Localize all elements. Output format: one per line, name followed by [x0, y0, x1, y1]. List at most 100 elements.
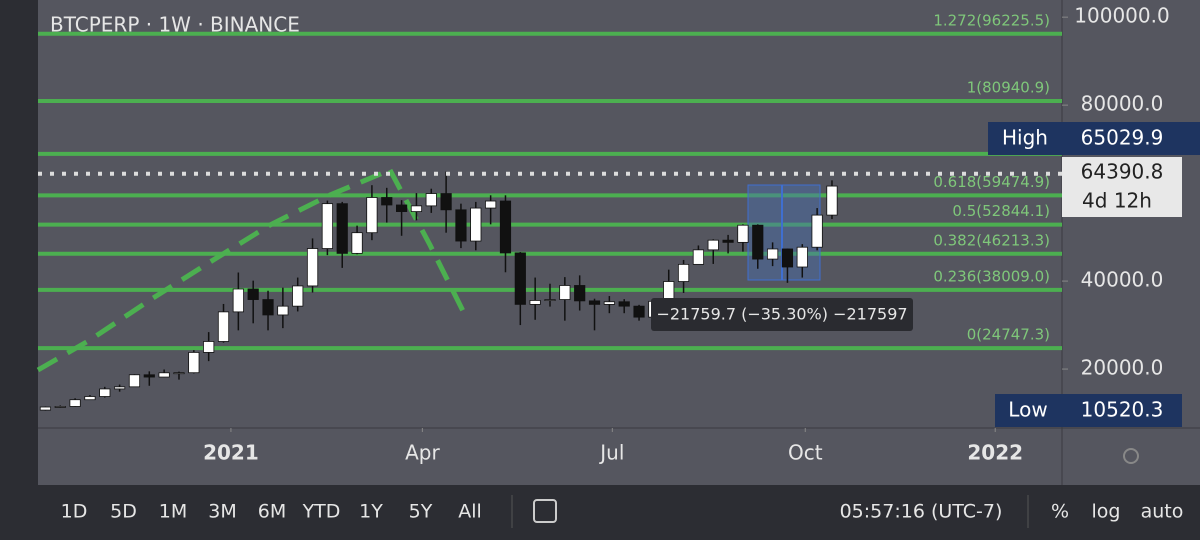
candle-body	[84, 396, 96, 401]
candle-body	[440, 193, 452, 211]
current-price-box	[1062, 157, 1182, 217]
candle-body	[306, 248, 319, 287]
candle-body	[203, 341, 215, 353]
annotation: −21759.7 (−35.30%) −217597	[656, 305, 907, 324]
candle-body	[39, 406, 52, 411]
range-button[interactable]: 3M	[208, 501, 236, 523]
current-price: 64390.8	[1081, 160, 1164, 184]
x-tick-label: Jul	[598, 441, 624, 465]
candle-body	[188, 352, 200, 374]
range-button[interactable]: 5Y	[409, 501, 433, 523]
fib-label: 0.382(46213.3)	[933, 231, 1050, 249]
candle-body	[381, 197, 393, 206]
candle-body	[752, 224, 764, 260]
candle-body	[455, 209, 467, 242]
trend-drawing	[387, 168, 468, 317]
candle-body	[499, 200, 512, 254]
range-button[interactable]: 1Y	[359, 501, 383, 523]
x-tick-label: 2022	[967, 441, 1023, 465]
trend-drawing	[36, 167, 391, 373]
high-label: High	[1002, 126, 1048, 150]
candle-body	[796, 246, 808, 268]
y-tick-label: 100000.0	[1074, 4, 1169, 28]
candle-body	[143, 374, 155, 378]
range-button[interactable]: 6M	[258, 501, 286, 523]
tooltip-box	[651, 298, 913, 331]
candle-body	[722, 239, 734, 243]
candle-body	[826, 185, 838, 216]
clock: 05:57:16 (UTC-7)	[840, 501, 1003, 523]
toolbar	[0, 485, 1200, 540]
candle-body	[529, 300, 541, 305]
candle-body	[692, 249, 705, 265]
fib-label: 0.618(59474.9)	[933, 173, 1050, 191]
candle-body	[262, 299, 274, 316]
high-label-box	[988, 122, 1062, 155]
candle-body	[69, 399, 81, 407]
date-range-icon[interactable]	[533, 499, 557, 523]
low-label-box	[995, 394, 1062, 427]
candle-body	[485, 200, 497, 209]
candle-body	[158, 372, 170, 378]
candle-body	[767, 248, 779, 260]
toolbar-group: 1D 5D 1M 3M 6M YTD 1Y 5Y All	[61, 501, 482, 523]
candle-body	[54, 406, 66, 408]
candle-body	[781, 248, 794, 268]
countdown: 4d 12h	[1082, 189, 1152, 213]
candle-body	[321, 203, 333, 249]
candle-body	[737, 224, 749, 243]
y-tick-label: 40000.0	[1081, 268, 1164, 292]
candle-body	[277, 305, 289, 316]
auto-toggle[interactable]: auto	[1141, 501, 1184, 523]
range-button[interactable]: YTD	[302, 501, 341, 523]
range-button[interactable]: 1M	[159, 501, 187, 523]
x-tick-label: 2021	[203, 441, 259, 465]
x-tick-label: Oct	[788, 441, 823, 465]
candle-body	[366, 197, 378, 234]
candle-body	[232, 288, 244, 313]
y-tick-label: 20000.0	[1081, 356, 1164, 380]
low-label: Low	[1008, 398, 1047, 422]
candles	[39, 171, 838, 411]
candle-body	[217, 311, 230, 342]
settings-icon[interactable]	[1123, 448, 1139, 464]
y-tick-label: 80000.0	[1081, 92, 1164, 116]
low-value-box	[1062, 394, 1182, 427]
candle-body	[351, 232, 363, 254]
candle-body	[559, 285, 571, 300]
candle-body	[811, 214, 823, 248]
range-button[interactable]: 1D	[61, 501, 88, 523]
chart-title: BTCPERP · 1W · BINANCE	[50, 13, 300, 37]
candle-body	[588, 300, 601, 305]
fib-label: 0(24747.3)	[967, 326, 1050, 344]
candle-body	[114, 386, 126, 390]
candle-body	[173, 372, 185, 375]
fib-label: 1(80940.9)	[967, 78, 1050, 96]
high-value: 65029.9	[1081, 126, 1164, 150]
candle-body	[707, 239, 719, 251]
fib-label: 1.272(96225.5)	[933, 11, 1050, 29]
candle-body	[410, 205, 423, 212]
low-value: 10520.3	[1081, 398, 1164, 422]
fib-label: 0.236(38009.0)	[933, 267, 1050, 285]
candle-body	[99, 388, 111, 397]
candle-body	[395, 204, 408, 212]
candle-body	[544, 299, 556, 301]
x-tick-label: Apr	[405, 441, 440, 465]
candle-body	[677, 263, 690, 282]
percent-toggle[interactable]: %	[1051, 501, 1069, 523]
candle-body	[514, 252, 526, 305]
candle-body	[633, 305, 645, 318]
candle-body	[574, 285, 586, 302]
high-value-box	[1062, 122, 1200, 155]
candle-body	[247, 288, 259, 300]
candle-body	[336, 203, 348, 254]
candle-body	[292, 285, 304, 307]
range-button[interactable]: 5D	[110, 501, 137, 523]
range-button[interactable]: All	[458, 501, 482, 523]
candle-body	[618, 301, 630, 307]
log-toggle[interactable]: log	[1092, 501, 1121, 523]
candle-body	[470, 207, 482, 242]
